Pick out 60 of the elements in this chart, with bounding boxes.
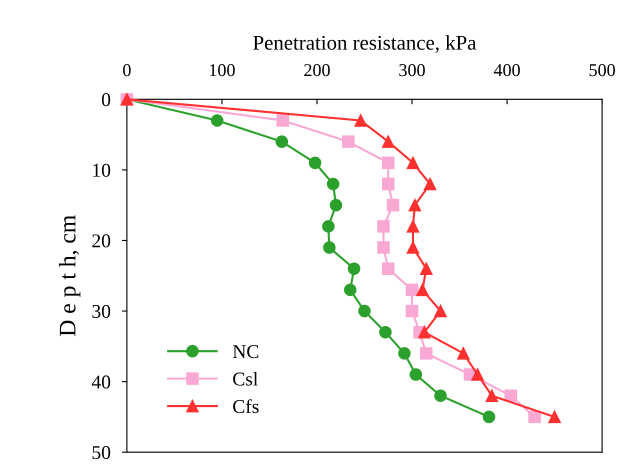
point — [382, 156, 395, 170]
point — [406, 156, 420, 170]
x-tick-label: 0 — [123, 64, 131, 76]
point — [486, 389, 498, 402]
point — [434, 304, 447, 318]
point — [377, 220, 390, 233]
point — [418, 326, 431, 338]
point — [457, 347, 470, 360]
point — [323, 241, 336, 254]
point — [420, 262, 433, 275]
point — [210, 114, 224, 127]
point — [382, 178, 395, 190]
point — [322, 220, 335, 233]
y-tick-label: 10 — [93, 164, 110, 177]
point — [354, 114, 367, 127]
point — [342, 135, 355, 148]
point — [424, 178, 436, 190]
point — [410, 368, 422, 381]
y-tick-label: 50 — [92, 446, 110, 460]
x-tick-label: 100 — [210, 64, 235, 76]
point — [358, 304, 371, 318]
point — [326, 178, 340, 190]
y-axis-title: D e p t h, cm — [58, 215, 80, 336]
point — [276, 135, 288, 148]
y-tick-label: 0 — [102, 93, 110, 106]
point — [276, 114, 290, 127]
point — [504, 389, 518, 402]
y-tick-label: 30 — [92, 304, 110, 318]
point — [379, 326, 392, 338]
point — [308, 156, 322, 170]
point — [406, 241, 420, 254]
y-tick-label: 40 — [92, 375, 110, 389]
point — [420, 347, 433, 360]
point — [406, 304, 418, 318]
x-tick-label: 200 — [304, 64, 330, 76]
point — [377, 241, 390, 254]
point — [348, 262, 360, 275]
point — [406, 284, 418, 296]
x-tick-label: 500 — [590, 64, 615, 76]
point — [528, 410, 541, 424]
point — [482, 410, 496, 424]
point — [330, 198, 342, 212]
point — [416, 284, 429, 296]
legend-label: Cfs — [233, 399, 259, 414]
point — [386, 198, 400, 212]
point — [408, 198, 422, 212]
legend-label: NC — [232, 345, 258, 358]
point — [434, 389, 447, 402]
point — [548, 410, 561, 424]
point — [398, 347, 411, 360]
point — [382, 262, 395, 275]
y-tick-label: 20 — [92, 234, 110, 248]
point — [382, 135, 395, 148]
point — [406, 220, 420, 233]
point — [344, 284, 356, 296]
x-axis-title: Penetration resistance, kPa — [253, 35, 476, 53]
point — [471, 368, 484, 381]
x-tick-label: 300 — [399, 64, 425, 76]
x-tick-label: 400 — [494, 64, 520, 76]
legend-label: Csl — [233, 372, 258, 386]
